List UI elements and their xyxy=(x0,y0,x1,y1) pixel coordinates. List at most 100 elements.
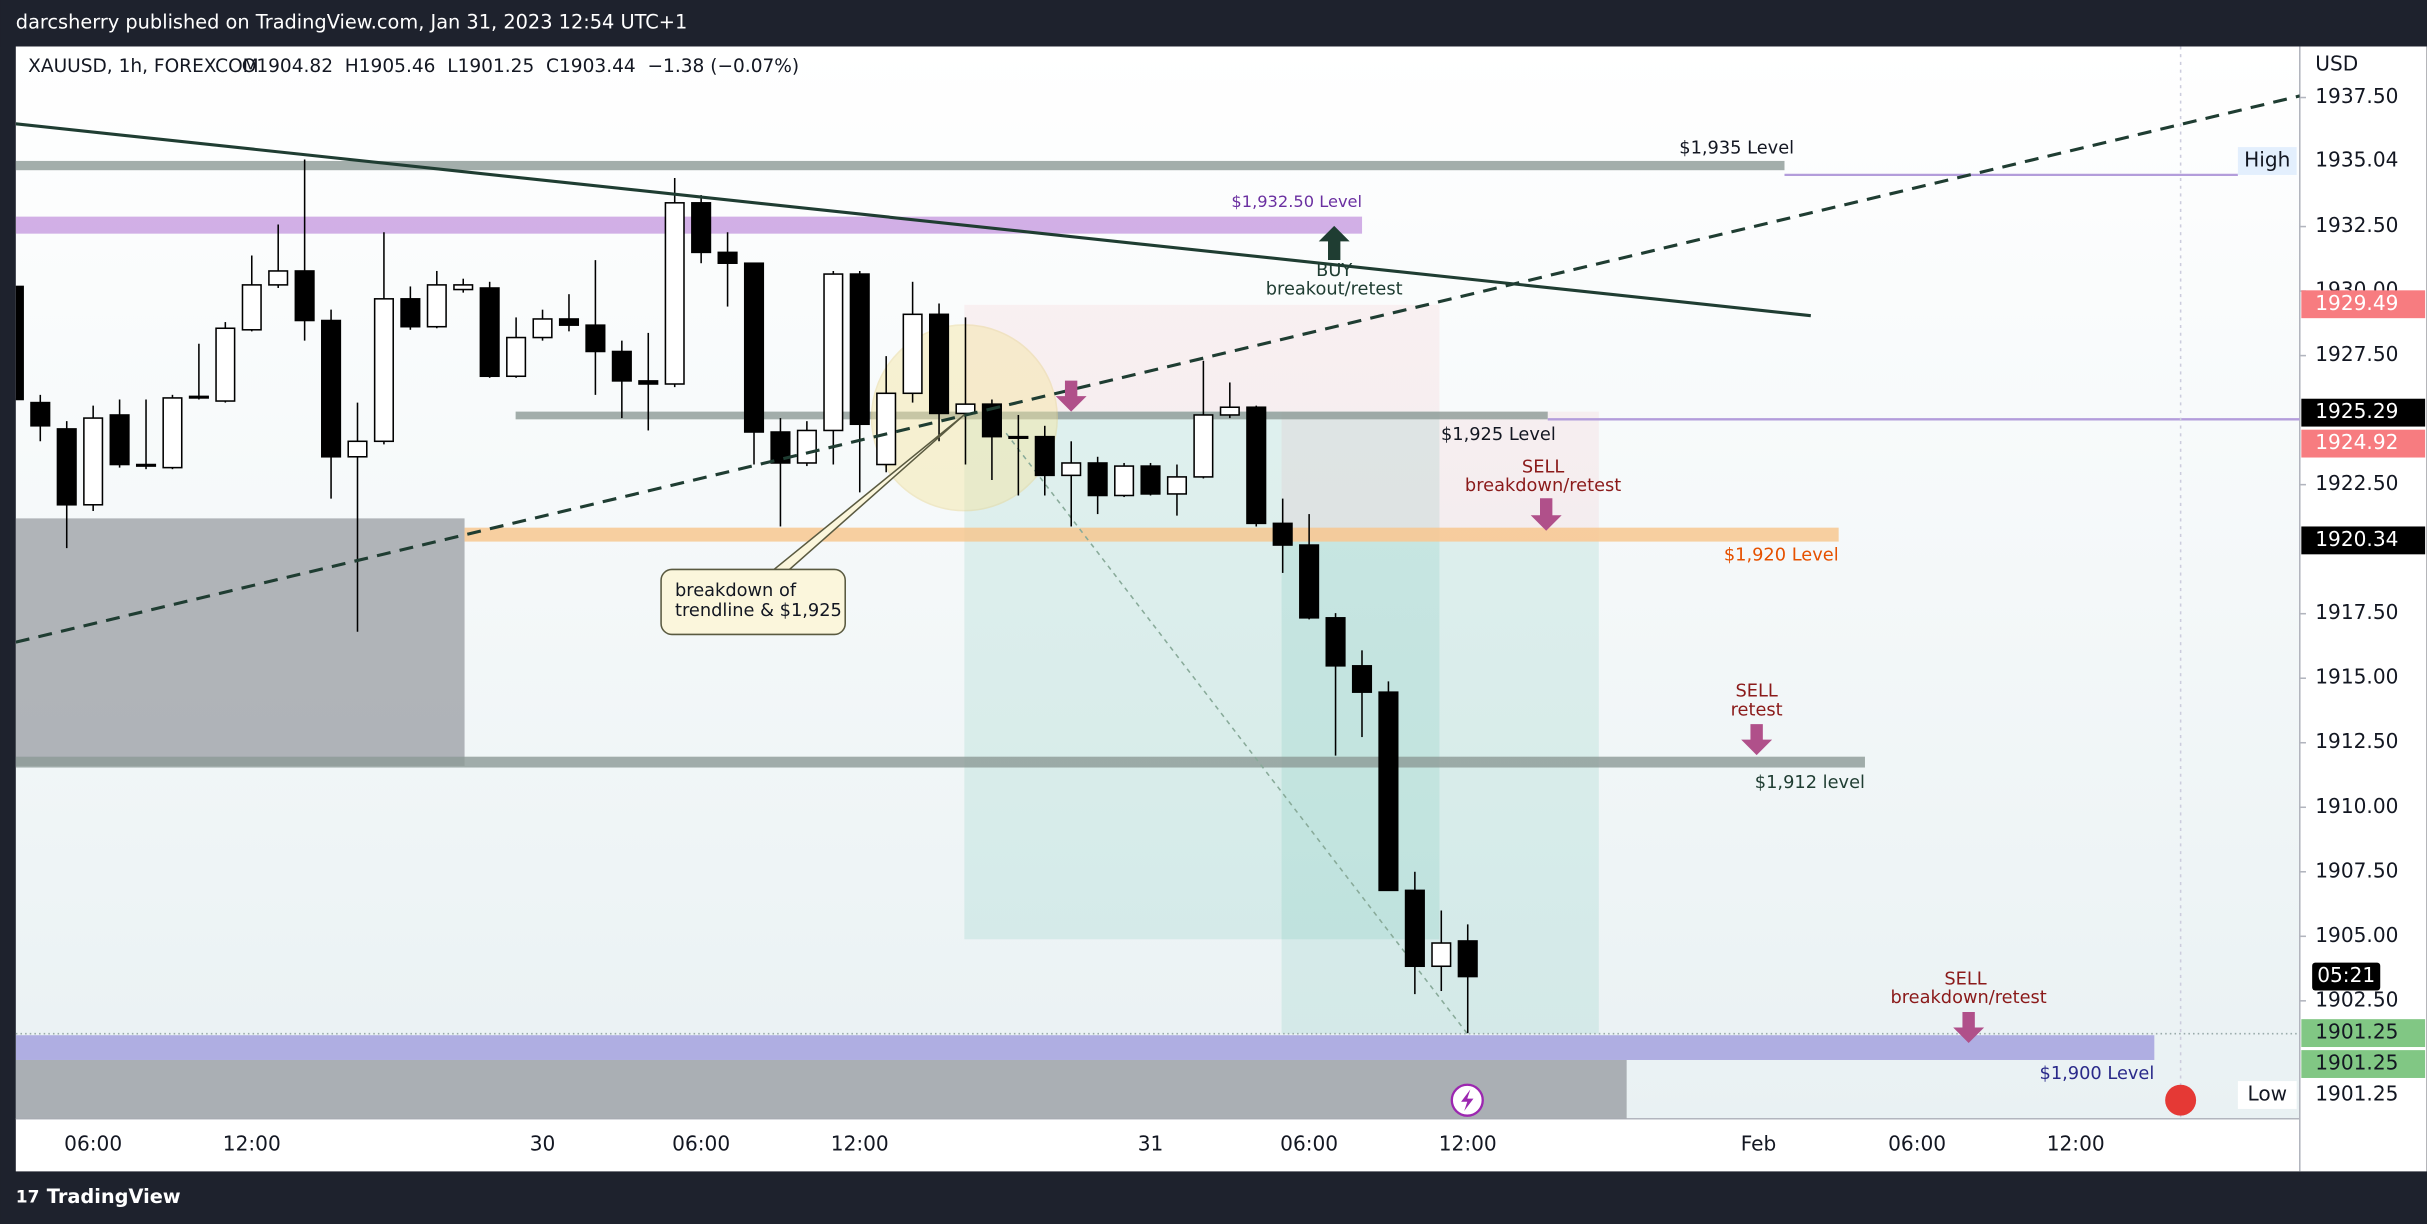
price-badge-label: 1901.25 xyxy=(2315,1051,2398,1075)
currency: USD xyxy=(2315,51,2358,75)
candle-body xyxy=(955,403,976,415)
annotation: breakdown/retest xyxy=(1890,987,2046,1008)
candle-body xyxy=(294,270,315,322)
candle-body xyxy=(83,417,104,506)
candle-body xyxy=(347,440,368,458)
candle-body xyxy=(770,431,791,464)
candle-body xyxy=(373,298,394,443)
callout-text: breakdown of xyxy=(675,580,797,601)
y-tick-label: 1910.00 xyxy=(2315,794,2398,818)
candle-body xyxy=(585,324,606,353)
candle-body xyxy=(215,327,236,402)
brand: TradingView xyxy=(47,1185,181,1208)
drawings xyxy=(15,46,2300,1119)
candle-body xyxy=(400,298,421,328)
candle-body xyxy=(823,273,844,432)
ohlc-legend: O1904.82 H1905.46 L1901.25 C1903.44 −1.3… xyxy=(242,56,799,77)
candle-body xyxy=(1008,435,1029,439)
price-badge xyxy=(2301,290,2426,319)
price-badge-label: 1901.25 xyxy=(2315,1020,2398,1044)
candle-body xyxy=(1457,940,1478,978)
level-zone xyxy=(15,160,1785,171)
candle-body xyxy=(717,251,738,264)
annotation: SELL xyxy=(1522,456,1564,477)
candle-body xyxy=(1325,617,1346,667)
candle-body xyxy=(1034,435,1055,477)
y-tick-label: 1915.00 xyxy=(2315,665,2398,689)
price-badge-label: 1920.34 xyxy=(2315,527,2398,551)
level-zone xyxy=(15,1035,2155,1060)
candles xyxy=(15,159,1478,1034)
x-tick-label: 30 xyxy=(530,1132,556,1156)
candle-body xyxy=(30,401,51,427)
symbol: XAUUSD, 1h, FOREXCOM xyxy=(28,56,259,77)
candle-body xyxy=(479,287,500,378)
candle-body xyxy=(1431,942,1452,968)
price-badge xyxy=(2301,1081,2426,1109)
x-tick-label: 12:00 xyxy=(1439,1132,1497,1156)
level-label: $1,912 level xyxy=(1755,772,1865,793)
tag-label: High xyxy=(2244,148,2290,172)
candle-body xyxy=(876,392,897,466)
candle-body xyxy=(849,273,870,426)
x-tick-label: Feb xyxy=(1741,1132,1777,1156)
x-tick-label: 12:00 xyxy=(831,1132,889,1156)
y-tick-label: 1905.00 xyxy=(2315,923,2398,947)
x-tick-label: 06:00 xyxy=(1888,1132,1946,1156)
sell-arrow xyxy=(1055,380,1087,412)
candle-body xyxy=(1299,544,1320,619)
level-zone xyxy=(15,216,1363,234)
level-label: $1,920 Level xyxy=(1724,545,1839,566)
candle-body xyxy=(532,318,553,339)
x-tick-label: 06:00 xyxy=(64,1132,122,1156)
candle-body xyxy=(1351,665,1373,693)
countdown: 05:21 xyxy=(2317,963,2375,987)
candle-body xyxy=(162,397,183,469)
price-badge xyxy=(2301,526,2426,555)
x-tick-label: 06:00 xyxy=(672,1132,730,1156)
time-axis xyxy=(15,1118,2300,1172)
annotation: breakdown/retest xyxy=(1465,475,1621,496)
candle-body xyxy=(1193,414,1214,478)
y-tick-label: 1902.50 xyxy=(2315,987,2398,1011)
candle-body xyxy=(1219,406,1240,416)
candle-body xyxy=(1404,889,1425,968)
y-tick-label: 1932.50 xyxy=(2315,213,2398,237)
axes: 1937.501932.501930.001927.501922.501917.… xyxy=(64,84,2426,1156)
x-tick-label: 31 xyxy=(1138,1132,1164,1156)
trendlines xyxy=(15,94,2300,644)
candle-body xyxy=(426,284,447,328)
candle-body xyxy=(188,395,209,399)
candle-body xyxy=(928,313,950,415)
candle-body xyxy=(56,428,77,506)
y-tick-label: 1912.50 xyxy=(2315,729,2398,753)
candle-body xyxy=(453,284,474,291)
candle-body xyxy=(135,463,157,467)
buy-arrow xyxy=(1318,225,1350,260)
candle-body xyxy=(558,318,580,326)
candle-body xyxy=(109,414,130,466)
price-badge xyxy=(2301,1050,2426,1078)
candle-body xyxy=(1166,476,1188,495)
annotation: retest xyxy=(1731,699,1783,720)
x-tick-label: 12:00 xyxy=(2047,1132,2105,1156)
annotation: breakout/retest xyxy=(1266,278,1403,299)
top-bar xyxy=(0,0,2427,47)
candle-body xyxy=(241,284,262,331)
level-label: $1,925 Level xyxy=(1441,424,1556,445)
level-label: $1,932.50 Level xyxy=(1231,192,1362,211)
candle-body xyxy=(1087,462,1108,497)
candle-body xyxy=(1140,465,1161,495)
candle-body xyxy=(1272,522,1293,546)
price-badge xyxy=(2301,429,2426,458)
candle-body xyxy=(1378,691,1399,892)
highlight-circle xyxy=(870,324,1058,512)
y-tick-label: 1927.50 xyxy=(2315,342,2398,366)
price-badge-label: 1901.25 xyxy=(2315,1081,2398,1105)
candle-body xyxy=(981,403,1002,438)
candle-body xyxy=(902,313,923,395)
price-badge xyxy=(2301,147,2426,175)
candle-body xyxy=(796,429,817,464)
level-zone xyxy=(464,527,1839,542)
candle-body xyxy=(1246,406,1267,525)
